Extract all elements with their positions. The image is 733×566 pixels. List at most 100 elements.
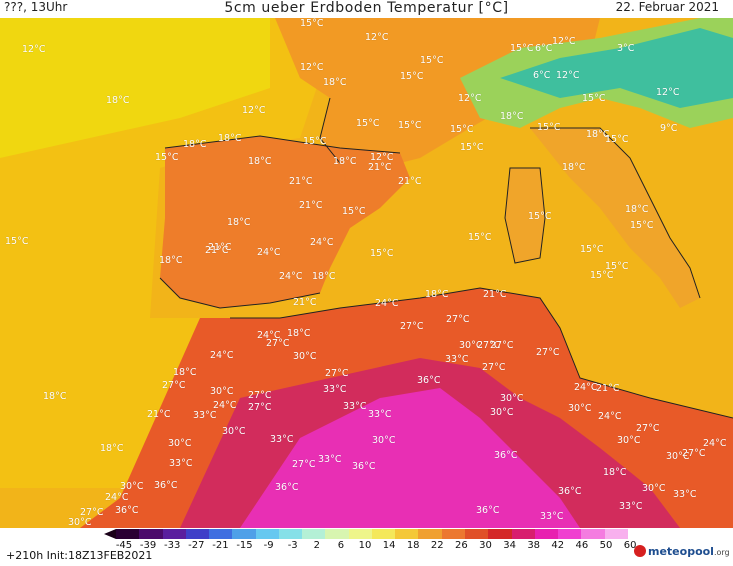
temperature-label: 36°C bbox=[558, 486, 582, 497]
scale-min-arrow-icon bbox=[104, 529, 116, 539]
scale-tick-label: -39 bbox=[139, 540, 157, 551]
temperature-label: 27°C bbox=[248, 390, 272, 401]
scale-tick-label: -45 bbox=[115, 540, 133, 551]
temperature-label: 18°C bbox=[603, 467, 627, 478]
temperature-label: 30°C bbox=[120, 481, 144, 492]
scale-tick-label: 6 bbox=[337, 540, 345, 551]
temperature-label: 12°C bbox=[552, 36, 576, 47]
temperature-label: 12°C bbox=[22, 44, 46, 55]
scale-tick-label: 38 bbox=[527, 540, 541, 551]
temperature-label: 27°C bbox=[536, 347, 560, 358]
temperature-label: 33°C bbox=[169, 458, 193, 469]
temperature-label: 21°C bbox=[299, 200, 323, 211]
temperature-label: 30°C bbox=[459, 340, 483, 351]
temperature-label: 21°C bbox=[398, 176, 422, 187]
temperature-label: 15°C bbox=[605, 134, 629, 145]
temperature-label: 9°C bbox=[660, 123, 678, 134]
scale-swatch bbox=[511, 529, 535, 539]
scale-tick-label: 2 bbox=[313, 540, 320, 551]
temperature-label: 18°C bbox=[227, 217, 251, 228]
temperature-label: 15°C bbox=[510, 43, 534, 54]
temperature-label: 33°C bbox=[540, 511, 564, 522]
temperature-label: 18°C bbox=[159, 255, 183, 266]
temperature-label: 21°C bbox=[293, 297, 317, 308]
temperature-label: 15°C bbox=[303, 136, 327, 147]
temperature-label: 24°C bbox=[574, 382, 598, 393]
temperature-label: 18°C bbox=[333, 156, 357, 167]
temperature-label: 33°C bbox=[343, 401, 367, 412]
temperature-label: 15°C bbox=[300, 18, 324, 29]
temperature-label: 12°C bbox=[458, 93, 482, 104]
temperature-label: 12°C bbox=[242, 105, 266, 116]
scale-tick-label: 46 bbox=[575, 540, 589, 551]
temperature-label: 18°C bbox=[425, 289, 449, 300]
temperature-label: 18°C bbox=[500, 111, 524, 122]
scale-swatch bbox=[488, 529, 512, 539]
temperature-label: 24°C bbox=[279, 271, 303, 282]
temperature-label: 6°C bbox=[533, 70, 551, 81]
atlantic-far-zone bbox=[0, 18, 270, 158]
temperature-label: 15°C bbox=[468, 232, 492, 243]
temperature-label: 18°C bbox=[586, 129, 610, 140]
scale-tick-label: 42 bbox=[551, 540, 565, 551]
temperature-label: 36°C bbox=[494, 450, 518, 461]
temperature-label: 30°C bbox=[490, 407, 514, 418]
temperature-label: 24°C bbox=[257, 330, 281, 341]
temperature-label: 21°C bbox=[289, 176, 313, 187]
temperature-label: 30°C bbox=[68, 517, 92, 528]
temperature-label: 30°C bbox=[210, 386, 234, 397]
temperature-label: 15°C bbox=[370, 248, 394, 259]
temperature-label: 27°C bbox=[80, 507, 104, 518]
temperature-label: 24°C bbox=[257, 247, 281, 258]
scale-swatch bbox=[302, 529, 326, 539]
temperature-label: 27°C bbox=[292, 459, 316, 470]
temperature-label: 21°C bbox=[208, 242, 232, 253]
scale-swatch bbox=[418, 529, 442, 539]
scale-tick-label: 26 bbox=[455, 540, 468, 551]
temperature-label: 18°C bbox=[323, 77, 347, 88]
temperature-label: 36°C bbox=[154, 480, 178, 491]
temperature-label: 12°C bbox=[370, 152, 394, 163]
temperature-label: 33°C bbox=[619, 501, 643, 512]
temperature-label: 15°C bbox=[5, 236, 29, 247]
temperature-label: 33°C bbox=[193, 410, 217, 421]
temperature-label: 24°C bbox=[210, 350, 234, 361]
scale-tick-label: -9 bbox=[263, 540, 274, 551]
alps-cold-zone bbox=[500, 28, 733, 108]
temperature-label: 21°C bbox=[368, 162, 392, 173]
temperature-label: 27°C bbox=[446, 314, 470, 325]
logo-tld: .org bbox=[713, 548, 730, 557]
scale-swatch bbox=[162, 529, 186, 539]
temperature-label: 36°C bbox=[417, 375, 441, 386]
temperature-label: 30°C bbox=[568, 403, 592, 414]
temperature-label: 18°C bbox=[562, 162, 586, 173]
temperature-label: 15°C bbox=[528, 211, 552, 222]
temperature-label: 36°C bbox=[115, 505, 139, 516]
temperature-label: 24°C bbox=[375, 298, 399, 309]
meteopool-logo[interactable]: meteopool.org bbox=[634, 545, 730, 558]
italy-land bbox=[530, 128, 700, 308]
scale-tick-label: -21 bbox=[212, 540, 229, 551]
temperature-label: 6°C bbox=[535, 43, 553, 54]
temperature-label: 24°C bbox=[105, 492, 129, 503]
temperature-label: 21°C bbox=[205, 245, 229, 256]
temperature-label: 15°C bbox=[605, 261, 629, 272]
temperature-label: 18°C bbox=[173, 367, 197, 378]
temperature-label: 12°C bbox=[365, 32, 389, 43]
scale-swatch bbox=[441, 529, 465, 539]
scale-swatch bbox=[278, 529, 303, 539]
temperature-label: 27°C bbox=[477, 340, 501, 351]
temperature-label: 30°C bbox=[642, 483, 666, 494]
temperature-label: 18°C bbox=[287, 328, 311, 339]
scale-swatch bbox=[232, 529, 256, 539]
temperature-label: 36°C bbox=[275, 482, 299, 493]
temperature-label: 30°C bbox=[293, 351, 317, 362]
temperature-label: 27°C bbox=[400, 321, 424, 332]
scale-tick-label: 34 bbox=[503, 540, 516, 551]
temperature-label: 27°C bbox=[248, 402, 272, 413]
temperature-label: 21°C bbox=[483, 289, 507, 300]
scale-tick-label: -15 bbox=[236, 540, 253, 551]
temperature-label: 18°C bbox=[106, 95, 130, 106]
temperature-label: 33°C bbox=[270, 434, 294, 445]
forecast-date: 22. Februar 2021 bbox=[615, 0, 719, 14]
